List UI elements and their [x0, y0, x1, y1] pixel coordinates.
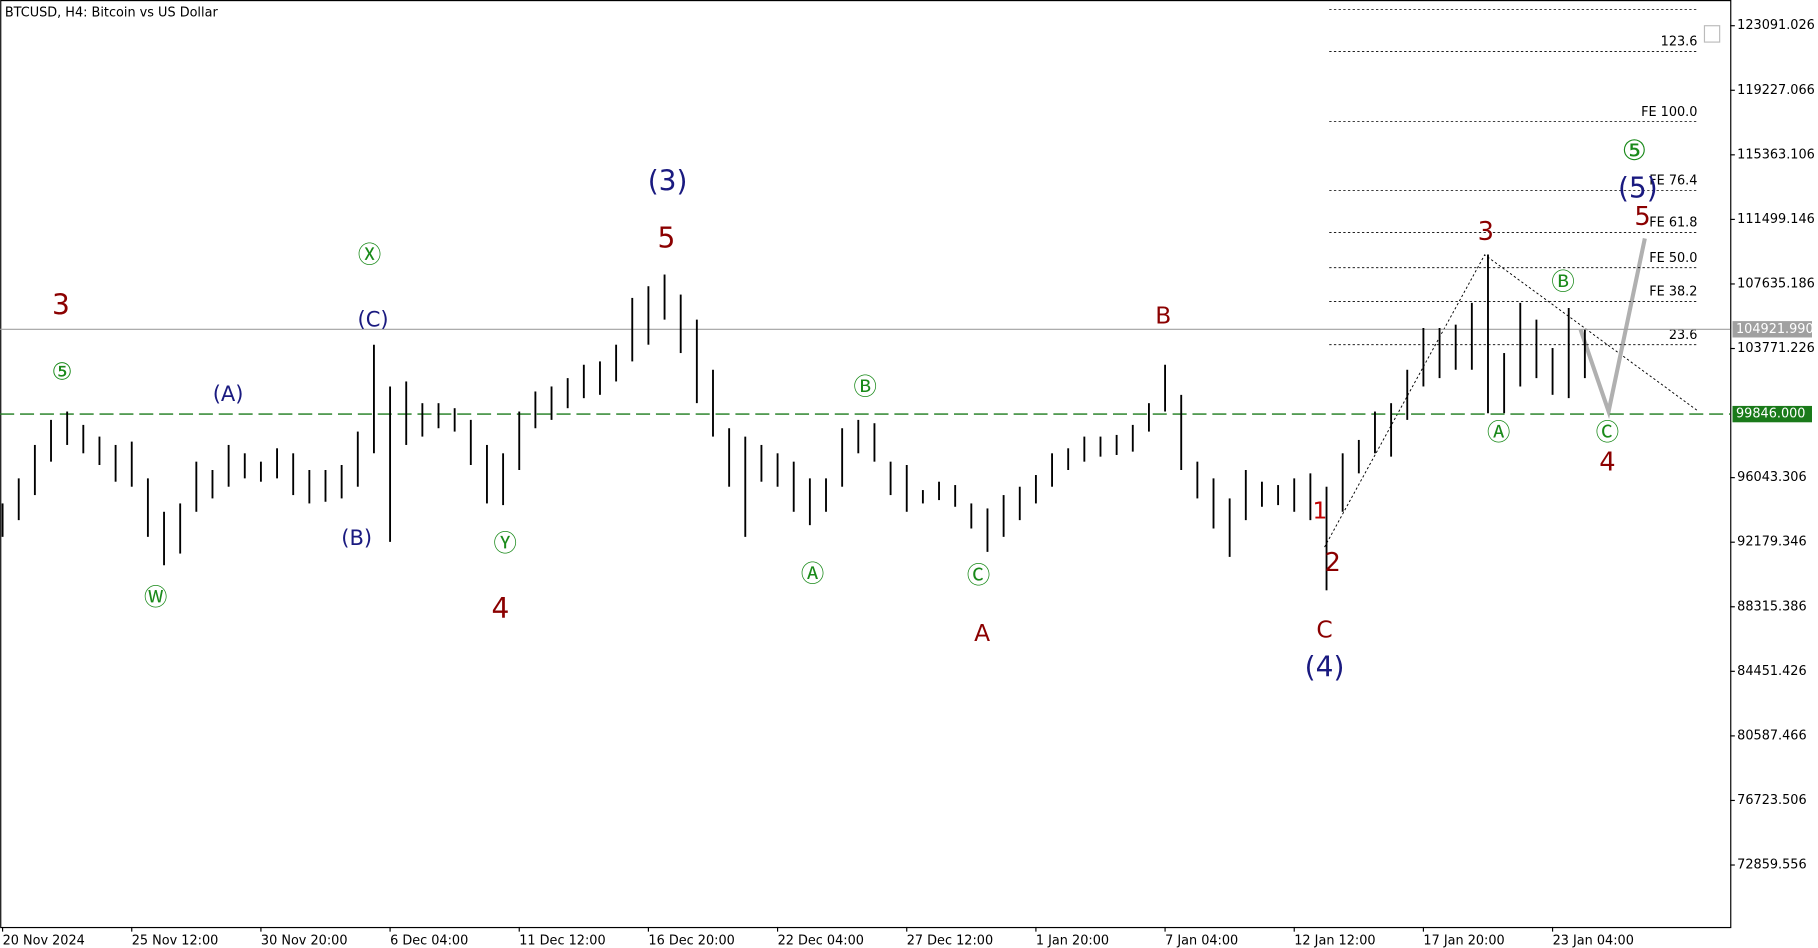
- x-tick-label: 6 Dec 04:00: [390, 933, 468, 948]
- fib-label: 23.6: [1669, 328, 1698, 343]
- x-tick-label: 23 Jan 04:00: [1553, 933, 1634, 948]
- x-tick-label: 7 Jan 04:00: [1165, 933, 1238, 948]
- x-tick-label: 12 Jan 12:00: [1294, 933, 1375, 948]
- wave-label: 5: [1634, 202, 1650, 232]
- y-tick-label: 92179.346: [1737, 535, 1806, 550]
- x-tick-label: 25 Nov 12:00: [132, 933, 219, 948]
- y-tick-label: 111499.146: [1737, 212, 1815, 227]
- y-tick-label: 84451.426: [1737, 664, 1806, 679]
- x-tick-label: 17 Jan 20:00: [1423, 933, 1504, 948]
- wave-label: 2: [1325, 548, 1341, 578]
- wave-label: Ⓧ: [358, 240, 381, 268]
- fib-label: FE 76.4: [1649, 174, 1697, 189]
- x-tick-label: 20 Nov 2024: [3, 933, 85, 948]
- chart-icon: [1703, 25, 1721, 43]
- wave-label: (4): [1305, 651, 1345, 684]
- level-tag-label: 99846.000: [1736, 407, 1805, 422]
- y-tick-label: 107635.186: [1737, 276, 1815, 291]
- wave-label: ⑤: [1622, 134, 1647, 167]
- y-tick-label: 72859.556: [1737, 858, 1806, 873]
- chart-title: BTCUSD, H4: Bitcoin vs US Dollar: [5, 5, 219, 20]
- x-tick-label: 30 Nov 20:00: [261, 933, 348, 948]
- wave-label: (B): [341, 525, 372, 550]
- wave-label: Ⓐ: [1487, 418, 1510, 446]
- y-tick-label: 76723.506: [1737, 793, 1806, 808]
- y-tick-label: 88315.386: [1737, 599, 1806, 614]
- y-tick-label: 103771.226: [1737, 341, 1815, 356]
- price-tag-label: 104921.990: [1736, 322, 1814, 337]
- wave-label: Ⓨ: [493, 529, 516, 557]
- wave-label: C: [1316, 616, 1332, 644]
- wave-label: Ⓑ: [853, 373, 876, 401]
- price-tag: [1732, 321, 1812, 338]
- x-tick-label: 27 Dec 12:00: [907, 933, 993, 948]
- fib-label: 123.6: [1661, 35, 1698, 50]
- wave-label: Ⓐ: [801, 560, 824, 588]
- fib-label: FE 50.0: [1649, 251, 1697, 266]
- wave-label: Ⓑ: [1551, 267, 1574, 295]
- wave-label: (3): [648, 164, 688, 197]
- plot-frame: [0, 0, 1732, 929]
- x-tick-label: 16 Dec 20:00: [648, 933, 734, 948]
- wave-label: 3: [52, 288, 70, 321]
- x-tick-label: 22 Dec 04:00: [778, 933, 864, 948]
- y-tick-label: 123091.026: [1737, 18, 1815, 33]
- wave-label: A: [974, 619, 990, 647]
- wave-label: Ⓦ: [144, 583, 167, 611]
- projection-path: [1578, 238, 1647, 420]
- wave-label: (5): [1618, 171, 1658, 204]
- wave-label: 4: [492, 592, 510, 625]
- y-tick-label: 96043.306: [1737, 470, 1806, 485]
- x-tick-label: 1 Jan 20:00: [1036, 933, 1109, 948]
- wave-label: B: [1155, 301, 1171, 329]
- y-tick-label: 115363.106: [1737, 147, 1815, 162]
- wave-label: Ⓒ: [967, 561, 990, 589]
- wave-label: (C): [357, 306, 388, 331]
- wave-label: ⑤: [52, 357, 73, 385]
- fib-label: FE 38.2: [1649, 285, 1697, 300]
- level-tag: [1732, 405, 1812, 423]
- trend-line: [1324, 254, 1699, 548]
- wave-label: (A): [213, 381, 244, 406]
- x-tick-label: 11 Dec 12:00: [519, 933, 605, 948]
- fib-label: FE 100.0: [1641, 105, 1697, 120]
- y-tick-label: 119227.066: [1737, 83, 1815, 98]
- wave-label: 1: [1312, 496, 1327, 524]
- wave-label: Ⓒ: [1596, 418, 1619, 446]
- wave-label: 4: [1599, 447, 1615, 477]
- y-tick-label: 80587.466: [1737, 728, 1806, 743]
- fib-label: FE 61.8: [1649, 216, 1697, 231]
- wave-label: 5: [658, 222, 676, 255]
- wave-label: 3: [1478, 217, 1494, 247]
